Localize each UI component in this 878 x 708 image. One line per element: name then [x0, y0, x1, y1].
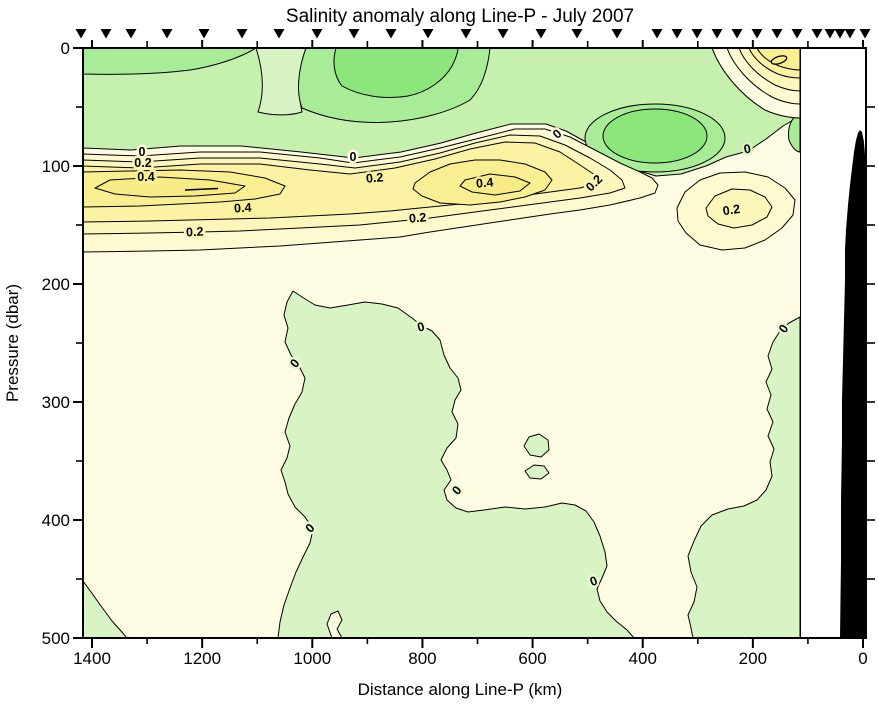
contour-label: 0: [139, 145, 146, 159]
surface-green-core-a: [333, 48, 459, 99]
contour-label: 0.2: [365, 170, 384, 185]
deep-green-island-1: [523, 433, 550, 458]
station-triangle-icon: [571, 29, 583, 39]
station-triangle-icon: [844, 29, 856, 39]
x-tick-label: 800: [408, 649, 436, 668]
station-triangle-icon: [834, 29, 846, 39]
plot-title: Salinity anomaly along Line-P - July 200…: [286, 6, 634, 27]
deep-green-bottom-left: [83, 580, 128, 638]
x-tick-label: 0: [858, 649, 867, 668]
station-triangle-icon: [824, 29, 836, 39]
y-axis-ticks: 0 100 200 300 400 500: [42, 39, 875, 648]
station-triangle-icon: [611, 29, 623, 39]
y-tick-label: 500: [42, 629, 70, 648]
x-tick-label: 400: [629, 649, 657, 668]
station-triangle-icon: [791, 29, 803, 39]
contour-label: 0.2: [722, 202, 741, 218]
contour-label: 0.2: [134, 156, 151, 170]
y-tick-label: 100: [42, 157, 70, 176]
y-tick-label: 0: [61, 39, 70, 58]
station-triangle-icon: [348, 29, 360, 39]
innermost-contour-dash: [184, 187, 219, 191]
station-triangle-icon: [125, 29, 137, 39]
bathymetry: [840, 130, 866, 638]
station-triangle-icon: [751, 29, 763, 39]
cell-0p2-east: [705, 188, 773, 229]
station-triangle-icon: [651, 29, 663, 39]
surface-green-left: [83, 48, 257, 75]
contour-label: 0.4: [475, 175, 494, 190]
contour-label: 0.2: [408, 210, 427, 225]
station-triangle-icon: [273, 29, 285, 39]
station-triangle-icon: [497, 29, 509, 39]
deep-green-island-2: [524, 464, 550, 480]
x-tick-label: 600: [518, 649, 546, 668]
surface-green-nub: [788, 111, 801, 153]
station-triangle-icon: [75, 29, 87, 39]
x-tick-label: 200: [739, 649, 767, 668]
station-triangle-icon: [161, 29, 173, 39]
y-tick-label: 300: [42, 393, 70, 412]
station-triangle-icon: [198, 29, 210, 39]
y-axis-label: Pressure (dbar): [3, 284, 22, 402]
x-tick-label: 1000: [293, 649, 331, 668]
station-triangle-icon: [385, 29, 397, 39]
contour-label: 0.2: [186, 225, 204, 240]
station-triangle-icon: [311, 29, 323, 39]
band-0p5-west: [94, 176, 246, 198]
coast-fan-core: [770, 55, 788, 65]
contour-label: 0: [350, 150, 357, 164]
x-tick-label: 1400: [73, 649, 111, 668]
y-tick-label: 200: [42, 275, 70, 294]
station-triangle-icon: [535, 29, 547, 39]
station-triangle-icon: [671, 29, 683, 39]
y-tick-label: 400: [42, 511, 70, 530]
x-axis-ticks: 1400 1200 1000 800 600 400 200 0: [73, 40, 868, 668]
contour-label: 0.4: [137, 170, 154, 184]
x-tick-label: 1200: [183, 649, 221, 668]
x-axis-label: Distance along Line-P (km): [358, 680, 563, 699]
plot-frame: [82, 47, 867, 639]
station-triangle-icon: [731, 29, 743, 39]
deep-cream-notch: [326, 610, 343, 638]
station-triangle-icon: [422, 29, 434, 39]
band-0p5-mid: [459, 173, 531, 196]
contour-label: 0.4: [234, 201, 252, 216]
station-triangle-icon: [236, 29, 248, 39]
station-triangle-icon: [100, 29, 112, 39]
deep-green-blob: [277, 290, 635, 638]
subsurface-green-core-b: [602, 108, 708, 164]
station-triangle-icon: [771, 29, 783, 39]
station-triangle-icon: [711, 29, 723, 39]
station-markers: [75, 29, 871, 39]
contour-fill-layers: [83, 48, 866, 638]
station-triangle-icon: [691, 29, 703, 39]
deep-green-right-column: [687, 316, 801, 638]
station-triangle-icon: [460, 29, 472, 39]
station-triangle-icon: [811, 29, 823, 39]
station-triangle-icon: [859, 29, 871, 39]
